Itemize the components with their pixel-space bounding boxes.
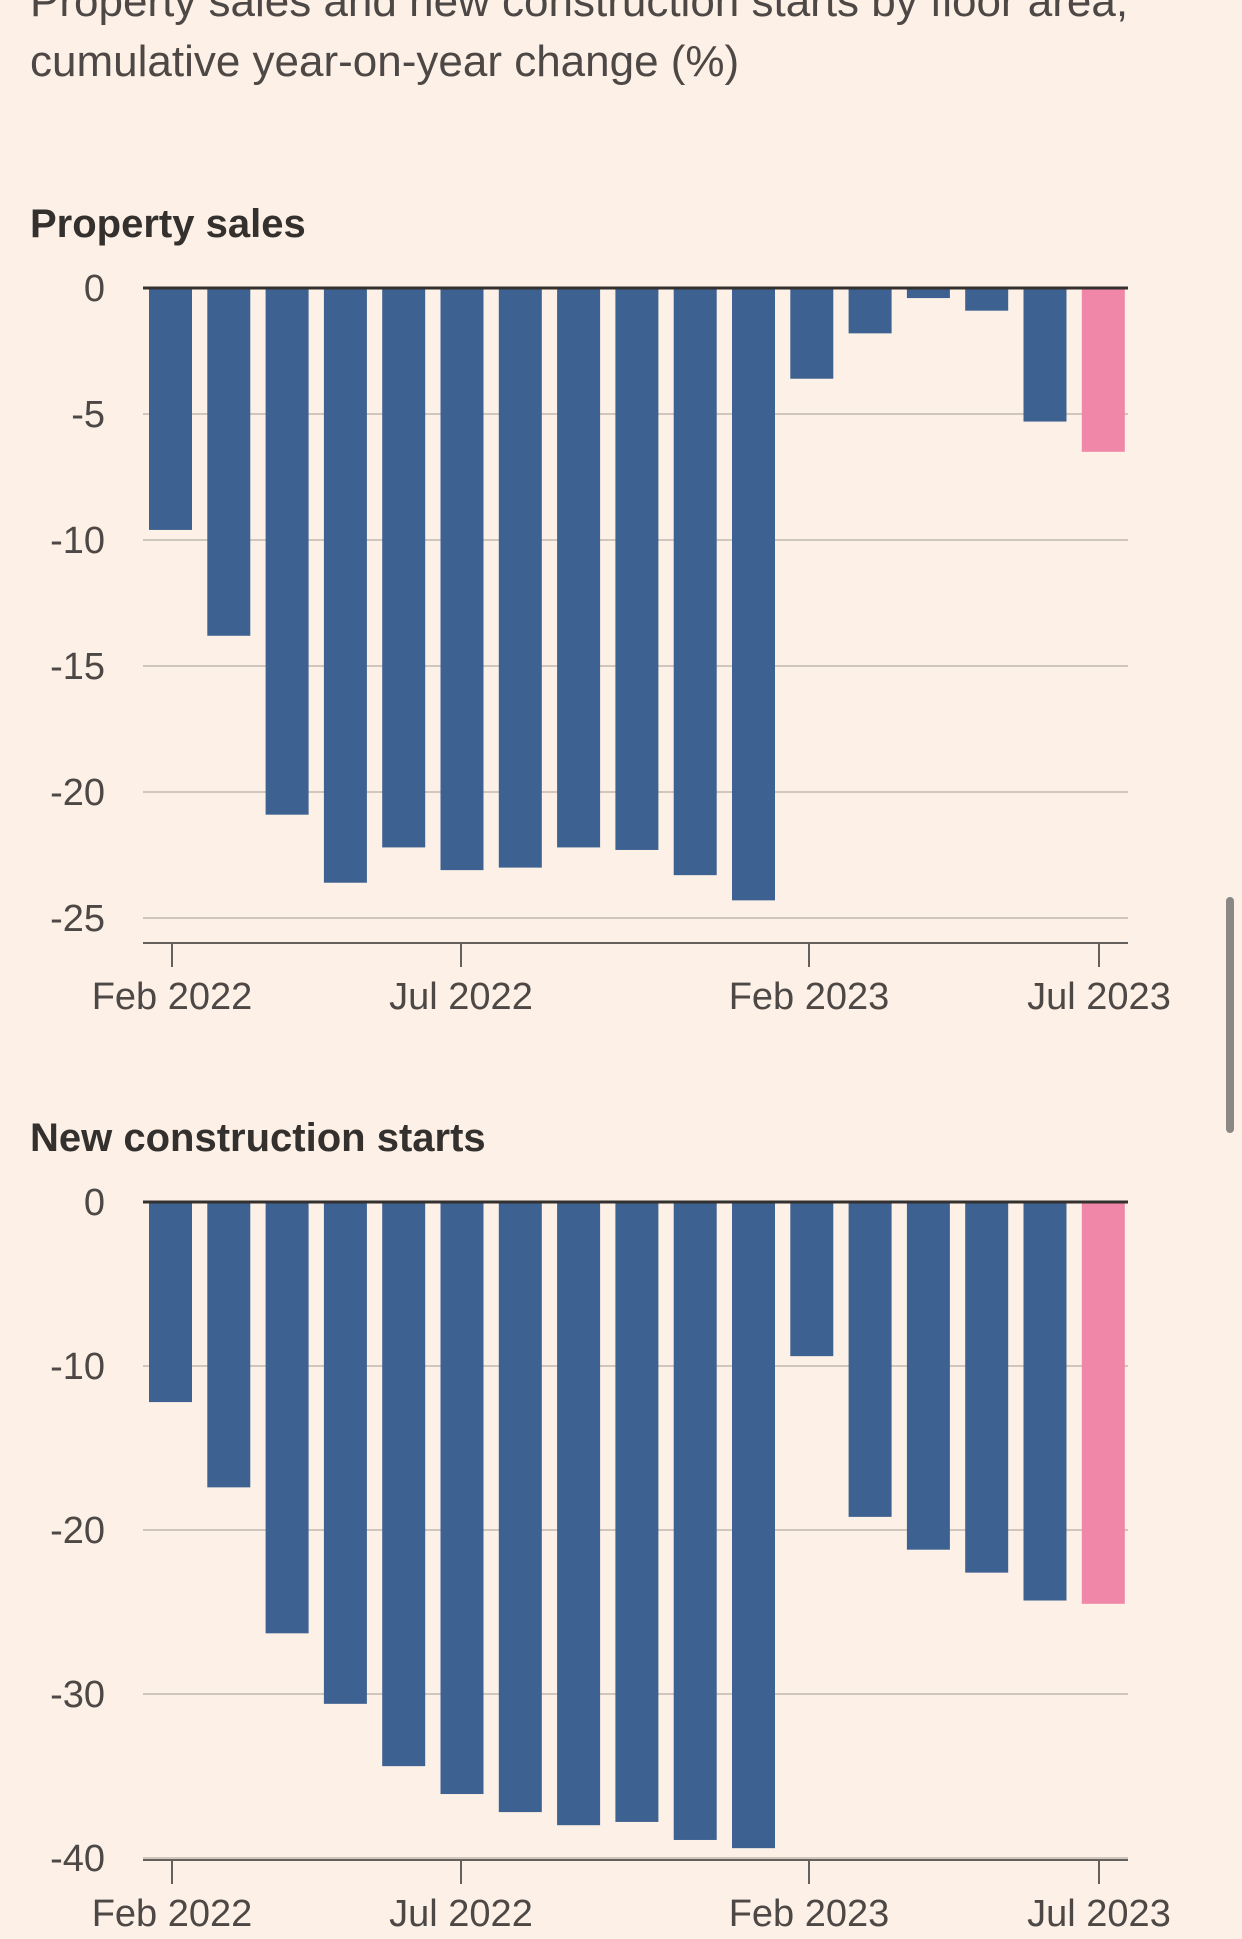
bar-may-2023 bbox=[965, 288, 1009, 311]
bar-apr-2022 bbox=[265, 1202, 309, 1634]
y-tick-label: -20 bbox=[50, 772, 105, 814]
bar-sep-2022 bbox=[557, 1202, 601, 1826]
y-tick-label: -20 bbox=[50, 1510, 105, 1552]
scrollbar[interactable] bbox=[1226, 897, 1234, 1133]
bar-mar-2022 bbox=[207, 1202, 251, 1488]
bar-oct-2022 bbox=[615, 288, 659, 850]
y-tick-label: -10 bbox=[50, 1346, 105, 1388]
bar-may-2023 bbox=[965, 1202, 1009, 1573]
bar-jul-2023 bbox=[1081, 1202, 1125, 1604]
bar-jul-2022 bbox=[440, 288, 484, 871]
bar-mar-2022 bbox=[207, 288, 251, 636]
x-tick-label: Feb 2022 bbox=[92, 1893, 253, 1935]
bar-apr-2023 bbox=[906, 1202, 950, 1550]
bar-mar-2023 bbox=[848, 288, 892, 334]
bar-sep-2022 bbox=[557, 288, 601, 848]
bar-nov-2022 bbox=[673, 288, 717, 876]
bar-may-2022 bbox=[323, 288, 367, 883]
y-tick-label: -30 bbox=[50, 1674, 105, 1716]
x-tick-label: Jul 2023 bbox=[1027, 1893, 1171, 1935]
bar-aug-2022 bbox=[498, 288, 542, 868]
bar-dec-2022 bbox=[732, 1202, 775, 1849]
bar-jun-2022 bbox=[382, 288, 426, 848]
y-tick-label: -5 bbox=[71, 394, 105, 436]
construction-starts-title: New construction starts bbox=[30, 1116, 486, 1160]
bar-feb-2023 bbox=[790, 1202, 834, 1357]
x-tick-label: Jul 2023 bbox=[1027, 976, 1171, 1018]
bar-feb-2022 bbox=[149, 288, 192, 530]
y-tick-label: -25 bbox=[50, 898, 105, 940]
y-tick-label: -10 bbox=[50, 520, 105, 562]
bar-jun-2022 bbox=[382, 1202, 426, 1767]
bar-dec-2022 bbox=[732, 288, 775, 901]
chart-subtitle: Property sales and new construction star… bbox=[30, 0, 1129, 86]
bar-aug-2022 bbox=[498, 1202, 542, 1813]
x-tick-label: Feb 2022 bbox=[92, 976, 253, 1018]
bar-oct-2022 bbox=[615, 1202, 659, 1822]
bar-apr-2022 bbox=[265, 288, 309, 815]
y-tick-label: 0 bbox=[84, 268, 105, 310]
property-sales-title: Property sales bbox=[30, 202, 306, 246]
bar-apr-2023 bbox=[906, 288, 950, 299]
bar-mar-2023 bbox=[848, 1202, 892, 1517]
bar-jun-2023 bbox=[1023, 1202, 1067, 1601]
x-tick-label: Feb 2023 bbox=[729, 1893, 890, 1935]
bar-jun-2023 bbox=[1023, 288, 1067, 422]
y-tick-label: -15 bbox=[50, 646, 105, 688]
x-tick-label: Jul 2022 bbox=[389, 1893, 533, 1935]
bar-jul-2022 bbox=[440, 1202, 484, 1795]
bar-nov-2022 bbox=[673, 1202, 717, 1840]
bar-feb-2023 bbox=[790, 288, 834, 379]
bar-may-2022 bbox=[323, 1202, 367, 1704]
bar-jul-2023 bbox=[1081, 288, 1125, 452]
bar-feb-2022 bbox=[149, 1202, 192, 1403]
x-tick-label: Feb 2023 bbox=[729, 976, 890, 1018]
y-tick-label: 0 bbox=[84, 1182, 105, 1224]
y-tick-label: -40 bbox=[50, 1838, 105, 1880]
x-tick-label: Jul 2022 bbox=[389, 976, 533, 1018]
